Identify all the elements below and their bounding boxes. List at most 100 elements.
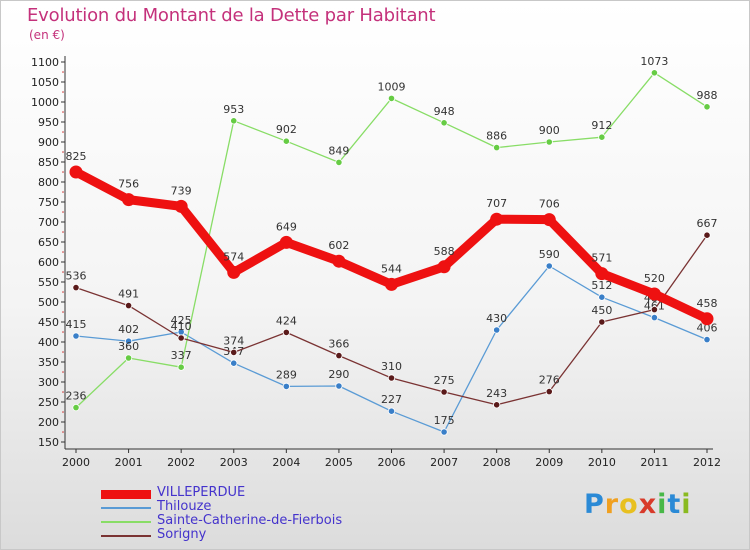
data-label: 337	[171, 349, 192, 362]
data-label: 310	[381, 360, 402, 373]
y-tick-label: 750	[38, 196, 59, 209]
y-minor-tick	[62, 431, 64, 433]
data-point	[387, 407, 396, 415]
data-point	[124, 301, 133, 310]
y-tick-label: 900	[38, 136, 59, 149]
x-tick-label: 2007	[430, 456, 458, 469]
x-tick-label: 2000	[62, 456, 90, 469]
logo-letter: i	[657, 489, 668, 520]
x-tick-label: 2012	[693, 456, 721, 469]
y-tick-label: 700	[38, 216, 59, 229]
data-label: 410	[171, 320, 192, 333]
y-tick-label: 950	[38, 116, 59, 129]
data-point	[72, 403, 80, 412]
x-tick-label: 2003	[220, 456, 248, 469]
logo-letter: o	[619, 489, 639, 520]
y-tick-label: 200	[38, 416, 59, 429]
data-point	[279, 235, 293, 249]
data-point	[440, 119, 448, 127]
data-label: 588	[434, 245, 455, 258]
data-label: 1009	[378, 80, 406, 93]
data-label: 360	[118, 340, 139, 353]
data-label: 406	[697, 322, 718, 335]
data-label: 602	[328, 239, 349, 252]
data-point	[335, 158, 343, 166]
data-point	[332, 254, 346, 268]
data-label: 825	[66, 150, 87, 163]
x-tick-label: 2001	[115, 456, 143, 469]
logo-letter: x	[638, 489, 658, 520]
data-point	[598, 318, 606, 326]
data-label: 520	[644, 272, 665, 285]
data-point	[335, 382, 343, 390]
data-label: 900	[539, 124, 560, 137]
data-label: 707	[486, 197, 507, 210]
logo-letter: i	[681, 489, 692, 520]
proxiti-logo: Proxiti	[584, 489, 692, 520]
data-point	[490, 212, 504, 226]
data-point	[177, 363, 185, 371]
logo-letter: P	[584, 489, 605, 520]
x-tick-label: 2008	[483, 456, 511, 469]
data-point	[335, 351, 343, 360]
data-point	[545, 262, 553, 270]
data-label: 902	[276, 123, 297, 136]
legend-swatch	[101, 507, 151, 509]
y-tick-label: 1100	[31, 56, 59, 69]
data-point	[387, 374, 396, 382]
data-point	[174, 199, 188, 213]
data-label: 667	[697, 217, 718, 230]
y-minor-tick	[62, 131, 64, 133]
x-tick-label: 2009	[535, 456, 563, 469]
data-point	[598, 133, 606, 141]
legend-label: Sainte-Catherine-de-Fierbois	[157, 513, 343, 528]
data-point	[72, 283, 80, 292]
y-tick-label: 1000	[31, 96, 59, 109]
data-label: 536	[66, 270, 87, 283]
data-label: 450	[591, 304, 612, 317]
y-tick-label: 500	[38, 296, 59, 309]
data-point	[227, 265, 241, 279]
y-minor-tick	[62, 271, 64, 273]
data-point	[703, 103, 711, 111]
data-point	[230, 359, 238, 367]
data-label: 706	[539, 198, 560, 211]
data-label: 243	[486, 387, 507, 400]
data-label: 402	[118, 323, 139, 336]
data-point	[230, 348, 238, 356]
y-tick-label: 450	[38, 316, 59, 329]
data-point	[440, 388, 448, 396]
x-tick-label: 2006	[378, 456, 406, 469]
data-label: 275	[434, 374, 455, 387]
x-tick-label: 2010	[588, 456, 616, 469]
legend-swatch	[101, 521, 151, 523]
data-point	[177, 334, 185, 342]
data-label: 571	[591, 252, 612, 265]
data-label: 415	[66, 318, 87, 331]
y-minor-tick	[62, 71, 64, 73]
data-label: 425	[171, 314, 192, 327]
data-label: 756	[118, 178, 139, 191]
data-label: 366	[328, 338, 349, 351]
y-tick-label: 300	[38, 376, 59, 389]
data-point	[387, 94, 396, 103]
data-point	[124, 354, 133, 362]
y-tick-label: 400	[38, 336, 59, 349]
y-minor-tick	[62, 191, 64, 193]
data-point	[493, 401, 501, 409]
chart-title: Evolution du Montant de la Dette par Hab…	[27, 5, 436, 26]
data-label: 739	[171, 184, 192, 197]
data-point	[545, 387, 553, 396]
x-tick-label: 2011	[640, 456, 668, 469]
data-point	[595, 267, 609, 281]
logo-letter: t	[667, 489, 682, 520]
legend-swatch	[101, 535, 151, 537]
y-tick-label: 650	[38, 236, 59, 249]
data-label: 236	[66, 390, 87, 403]
y-tick-label: 850	[38, 156, 59, 169]
data-point	[385, 277, 398, 291]
data-point	[493, 326, 501, 334]
data-label: 374	[223, 334, 244, 347]
data-point	[542, 213, 556, 227]
